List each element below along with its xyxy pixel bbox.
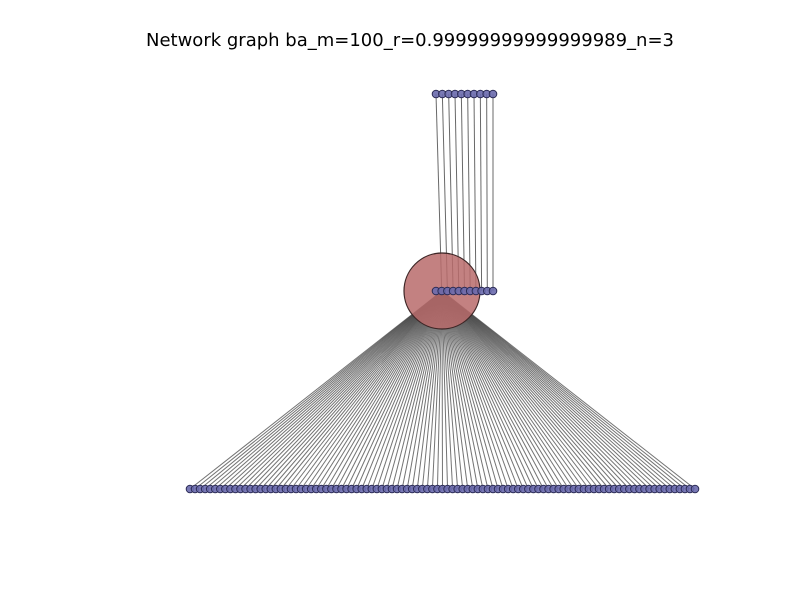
edge-top-5 [467,93,471,292]
edge-bottom-24 [310,290,443,490]
edge-bottom-98 [441,290,686,490]
edge-bottom-83 [441,290,610,490]
edge-bottom-95 [441,290,671,490]
edge-bottom-13 [255,290,443,490]
edge-bottom-18 [280,290,443,490]
edge-bottom-99 [441,290,691,490]
edge-bottom-26 [320,290,443,490]
edge-bottom-25 [315,290,443,490]
edge-bottom-97 [441,290,681,490]
edge-bottom-90 [441,290,645,490]
edge-bottom-3 [204,290,443,490]
edge-bottom-17 [275,290,443,490]
edge-bottom-79 [441,290,590,490]
edge-bottom-20 [290,290,443,490]
edge-bottom-14 [260,290,443,490]
nodes-group [185,89,700,494]
edge-bottom-74 [441,290,565,490]
edge-bottom-11 [245,290,443,490]
edge-bottom-89 [441,290,640,490]
edge-bottom-16 [270,290,443,490]
edge-top-6 [473,93,477,292]
edge-top-8 [486,93,488,292]
graph-title: Network graph ba_m=100_r=0.9999999999999… [145,30,674,51]
edge-bottom-23 [305,290,443,490]
edge-bottom-75 [441,290,570,490]
edge-bottom-100 [441,290,696,490]
edge-bottom-81 [441,290,600,490]
edge-top-4 [460,93,465,292]
edge-bottom-15 [265,290,443,490]
edge-bottom-93 [441,290,660,490]
edge-bottom-86 [441,290,625,490]
edge-bottom-9 [235,290,443,490]
edge-bottom-10 [240,290,443,490]
edge-bottom-80 [441,290,595,490]
edge-bottom-1 [194,290,443,490]
edge-bottom-88 [441,290,635,490]
bottom-node-100 [690,484,700,494]
edge-bottom-8 [230,290,443,490]
edge-bottom-0 [189,290,443,490]
edge-bottom-6 [219,290,443,490]
edge-bottom-91 [441,290,650,490]
edge-bottom-5 [214,290,443,490]
edge-bottom-87 [441,290,630,490]
edge-bottom-78 [441,290,585,490]
edge-top-7 [479,93,483,292]
edge-bottom-12 [250,290,443,490]
edge-bottom-22 [300,290,443,490]
edge-bottom-76 [441,290,575,490]
edge-bottom-92 [441,290,655,490]
edge-bottom-82 [441,290,605,490]
edge-bottom-85 [441,290,620,490]
edge-bottom-4 [209,290,443,490]
edge-bottom-21 [295,290,443,490]
edge-bottom-94 [441,290,666,490]
top-node-9 [488,89,498,99]
middle-node-10 [488,286,498,296]
edge-bottom-19 [285,290,443,490]
edge-bottom-7 [225,290,443,490]
edge-bottom-77 [441,290,580,490]
edge-bottom-2 [199,290,443,490]
edge-bottom-96 [441,290,676,490]
edge-bottom-84 [441,290,615,490]
